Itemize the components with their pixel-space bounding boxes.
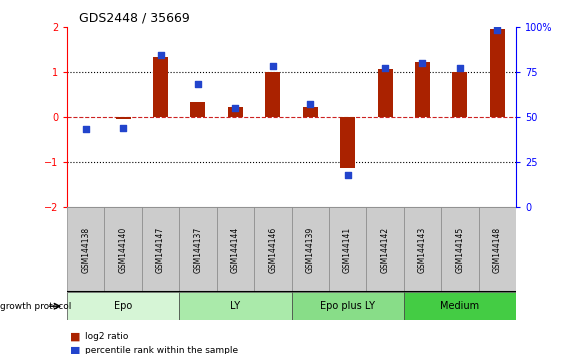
Text: GSM144148: GSM144148 <box>493 227 502 273</box>
Text: GDS2448 / 35669: GDS2448 / 35669 <box>79 12 189 25</box>
Point <box>305 101 315 107</box>
Bar <box>441 207 479 292</box>
Text: ■: ■ <box>70 346 80 354</box>
Point <box>194 81 203 87</box>
Text: growth protocol: growth protocol <box>0 302 71 311</box>
Bar <box>228 107 243 117</box>
Text: GSM144143: GSM144143 <box>418 227 427 273</box>
Text: LY: LY <box>230 301 240 311</box>
Text: GSM144146: GSM144146 <box>268 227 278 273</box>
Point <box>118 125 128 131</box>
Bar <box>378 69 392 117</box>
Point <box>380 65 389 71</box>
Point <box>343 172 352 177</box>
Bar <box>403 292 516 320</box>
Bar <box>67 292 179 320</box>
Point <box>455 65 465 71</box>
Bar <box>366 207 403 292</box>
Text: GSM144145: GSM144145 <box>455 227 464 273</box>
Bar <box>115 117 131 119</box>
Text: GSM144141: GSM144141 <box>343 227 352 273</box>
Bar <box>153 57 168 117</box>
Bar <box>292 292 403 320</box>
Bar <box>292 207 329 292</box>
Text: GSM144142: GSM144142 <box>381 227 389 273</box>
Bar <box>490 29 505 117</box>
Bar <box>142 207 180 292</box>
Bar <box>104 207 142 292</box>
Bar <box>329 207 366 292</box>
Bar <box>479 207 516 292</box>
Text: GSM144140: GSM144140 <box>119 227 128 273</box>
Point <box>81 127 90 132</box>
Bar <box>265 72 280 117</box>
Bar <box>179 207 217 292</box>
Text: GSM144139: GSM144139 <box>305 227 315 273</box>
Bar <box>452 72 468 117</box>
Text: ■: ■ <box>70 331 80 341</box>
Bar <box>179 292 292 320</box>
Point <box>231 105 240 110</box>
Bar <box>67 207 104 292</box>
Bar <box>415 62 430 117</box>
Text: GSM144137: GSM144137 <box>194 227 202 273</box>
Point <box>418 60 427 65</box>
Text: GSM144138: GSM144138 <box>81 227 90 273</box>
Point <box>268 63 278 69</box>
Text: log2 ratio: log2 ratio <box>85 332 128 341</box>
Point <box>493 27 502 33</box>
Text: Epo plus LY: Epo plus LY <box>320 301 375 311</box>
Bar <box>403 207 441 292</box>
Point <box>156 53 165 58</box>
Text: GSM144144: GSM144144 <box>231 227 240 273</box>
Bar <box>340 117 355 168</box>
Bar <box>303 107 318 117</box>
Text: Medium: Medium <box>440 301 479 311</box>
Text: GSM144147: GSM144147 <box>156 227 165 273</box>
Bar <box>191 102 205 117</box>
Text: Epo: Epo <box>114 301 132 311</box>
Text: percentile rank within the sample: percentile rank within the sample <box>85 346 238 354</box>
Bar <box>254 207 292 292</box>
Bar <box>217 207 254 292</box>
